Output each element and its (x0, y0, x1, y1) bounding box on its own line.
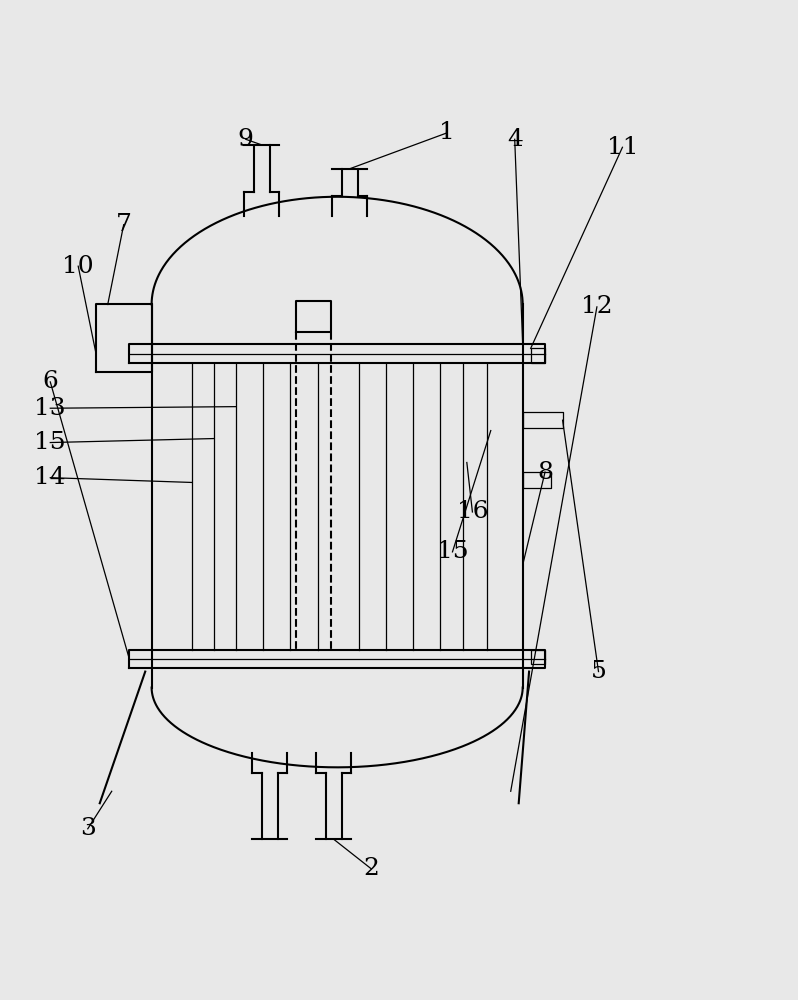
Text: 12: 12 (581, 295, 613, 318)
Text: 2: 2 (363, 857, 379, 880)
Text: 6: 6 (42, 370, 58, 393)
Text: 4: 4 (507, 128, 523, 151)
Text: 1: 1 (439, 121, 455, 144)
Text: 9: 9 (238, 128, 254, 151)
Text: 10: 10 (62, 255, 94, 278)
Text: 13: 13 (34, 397, 66, 420)
Text: 5: 5 (591, 660, 606, 683)
Text: 15: 15 (34, 431, 66, 454)
Text: 11: 11 (606, 136, 638, 159)
Text: 14: 14 (34, 466, 66, 489)
Bar (531, 348, 545, 363)
Text: 8: 8 (537, 461, 553, 484)
Text: 16: 16 (456, 500, 488, 523)
Bar (531, 650, 545, 664)
Text: 7: 7 (116, 213, 132, 236)
Text: 15: 15 (437, 540, 468, 563)
Text: 3: 3 (80, 817, 96, 840)
